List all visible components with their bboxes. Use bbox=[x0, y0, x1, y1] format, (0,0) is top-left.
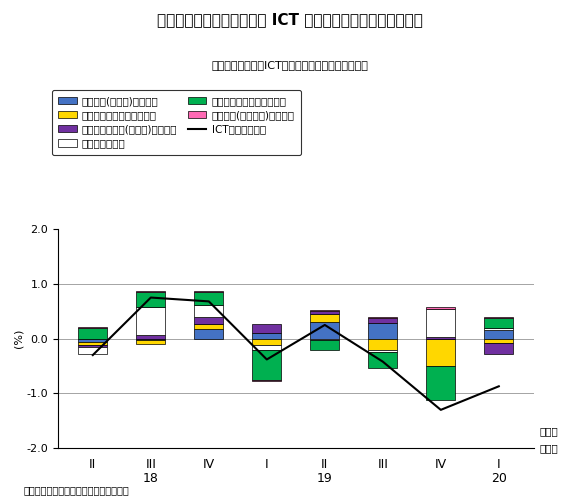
Bar bbox=[310, 340, 339, 350]
Bar bbox=[194, 292, 223, 305]
Bar bbox=[426, 337, 455, 339]
Text: 19: 19 bbox=[317, 472, 333, 485]
Bar bbox=[78, 345, 107, 348]
Bar bbox=[78, 343, 107, 345]
Bar bbox=[484, 318, 513, 328]
Text: 輸入総額に占めるICT関連輸入（品目別）の寄与度: 輸入総額に占めるICT関連輸入（品目別）の寄与度 bbox=[212, 60, 368, 70]
Bar bbox=[194, 324, 223, 329]
Bar bbox=[252, 339, 281, 345]
Text: （年）: （年） bbox=[539, 443, 558, 453]
Bar bbox=[368, 318, 397, 323]
Bar bbox=[136, 340, 165, 344]
Bar bbox=[136, 291, 165, 292]
Text: 20: 20 bbox=[491, 472, 507, 485]
Bar bbox=[368, 339, 397, 350]
Bar bbox=[426, 308, 455, 337]
Bar bbox=[194, 329, 223, 339]
Bar bbox=[252, 379, 281, 381]
Bar bbox=[310, 314, 339, 322]
Y-axis label: (%): (%) bbox=[14, 329, 24, 348]
Bar bbox=[426, 307, 455, 308]
Text: 図表９　輸入総額に占める ICT 関連輸入（品目別）の寄与度: 図表９ 輸入総額に占める ICT 関連輸入（品目別）の寄与度 bbox=[157, 12, 423, 27]
Bar bbox=[136, 292, 165, 307]
Bar bbox=[78, 328, 107, 339]
Bar bbox=[368, 317, 397, 318]
Text: 18: 18 bbox=[143, 472, 159, 485]
Bar bbox=[252, 324, 281, 333]
Bar bbox=[78, 348, 107, 354]
Bar bbox=[484, 343, 513, 354]
Text: （期）: （期） bbox=[539, 426, 558, 436]
Bar bbox=[368, 352, 397, 368]
Bar bbox=[368, 350, 397, 352]
Bar bbox=[368, 323, 397, 339]
Bar bbox=[194, 317, 223, 324]
Bar bbox=[484, 331, 513, 339]
Bar bbox=[484, 317, 513, 318]
Bar bbox=[310, 322, 339, 339]
Bar bbox=[252, 345, 281, 350]
Bar bbox=[136, 335, 165, 339]
Bar bbox=[426, 366, 455, 400]
Bar bbox=[252, 350, 281, 379]
Bar bbox=[194, 291, 223, 292]
Bar bbox=[310, 339, 339, 340]
Bar bbox=[252, 333, 281, 339]
Text: （出所）財務省「貿易統計」から作成。: （出所）財務省「貿易統計」から作成。 bbox=[23, 486, 129, 496]
Bar bbox=[310, 310, 339, 311]
Bar bbox=[194, 305, 223, 317]
Legend: 電算機類(含部品)・寄与度, 半導体等電子部品・寄与度, 音響・映像機器(含部品)・寄与度, 通信機・寄与度, 半導体等製造装置・寄与度, 記録媒体(含記録済): 電算機類(含部品)・寄与度, 半導体等電子部品・寄与度, 音響・映像機器(含部品… bbox=[52, 90, 301, 155]
Bar bbox=[136, 339, 165, 340]
Bar bbox=[484, 339, 513, 343]
Bar bbox=[78, 327, 107, 328]
Bar bbox=[426, 339, 455, 366]
Bar bbox=[78, 339, 107, 343]
Bar bbox=[484, 328, 513, 331]
Bar bbox=[136, 307, 165, 335]
Bar bbox=[310, 311, 339, 314]
